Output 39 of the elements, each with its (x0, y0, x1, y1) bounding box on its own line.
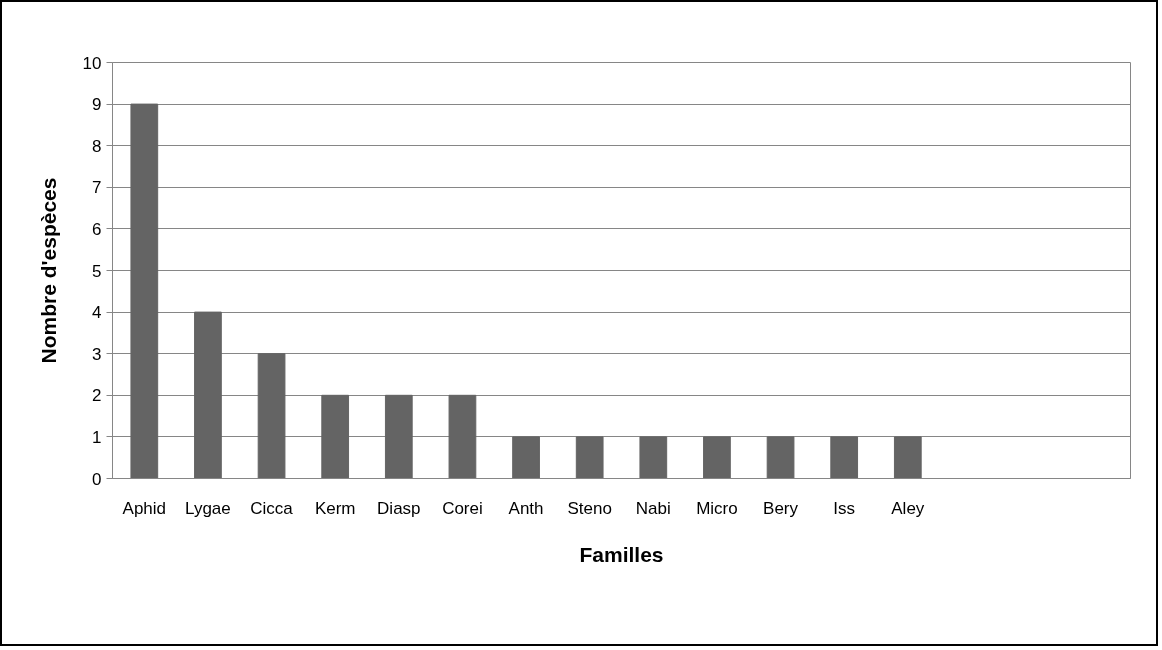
bar (639, 436, 668, 479)
bar (703, 436, 731, 479)
y-tick-label: 9 (92, 95, 102, 115)
y-tick-label: 7 (92, 178, 102, 198)
x-tick-label: Aphid (122, 498, 167, 518)
bar (830, 436, 859, 479)
x-tick-label: Corei (442, 498, 483, 518)
x-tick-label: Diasp (377, 498, 421, 518)
y-tick-label: 3 (92, 344, 102, 364)
bar (130, 103, 159, 479)
x-tick-label: Iss (833, 498, 856, 518)
bar (512, 436, 540, 479)
y-tick-label: 2 (92, 386, 102, 406)
y-tick-label: 0 (92, 469, 102, 489)
bar (257, 353, 286, 479)
bar (448, 394, 477, 479)
y-tick-label: 4 (92, 303, 102, 323)
x-tick-label: Anth (508, 498, 544, 518)
y-axis-title: Nombre d'espèces (36, 177, 60, 364)
x-tick-label: Aley (891, 498, 925, 518)
x-axis-title: Familles (579, 542, 664, 566)
y-tick-label: 8 (92, 136, 102, 156)
x-tick-label: Bery (763, 498, 799, 518)
y-tick-label: 1 (92, 427, 102, 447)
x-tick-label: Nabi (635, 498, 671, 518)
x-tick-label: Kerm (314, 498, 356, 518)
bar (893, 436, 922, 479)
bar (766, 436, 795, 479)
bar (575, 436, 604, 479)
bar (194, 311, 222, 479)
x-tick-label: Cicca (250, 498, 294, 518)
bar (321, 394, 350, 479)
y-tick-label: 6 (92, 219, 102, 239)
x-tick-label: Lygae (185, 498, 231, 518)
x-tick-label: Steno (567, 498, 612, 518)
y-tick-label: 5 (92, 261, 102, 281)
y-tick-label: 10 (82, 53, 102, 73)
x-tick-label: Micro (696, 498, 738, 518)
bar (384, 394, 413, 479)
